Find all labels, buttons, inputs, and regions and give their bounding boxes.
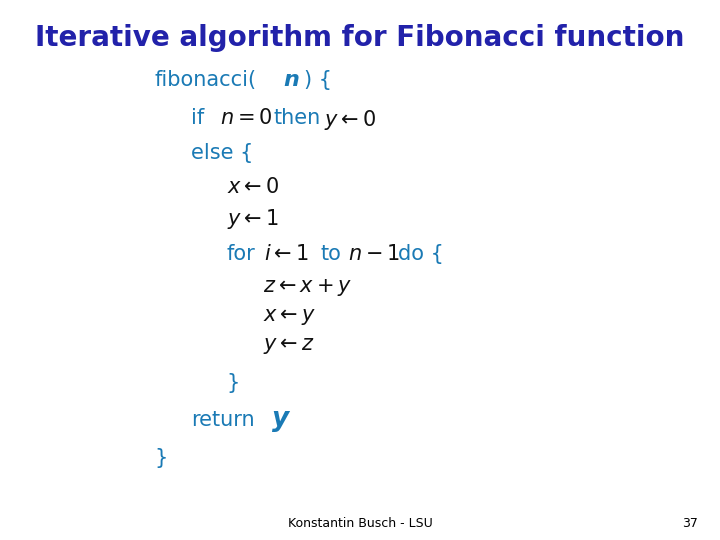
Text: if: if	[191, 108, 204, 128]
Text: $y \leftarrow 0$: $y \leftarrow 0$	[324, 108, 377, 132]
Text: $z \leftarrow x+y$: $z \leftarrow x+y$	[263, 277, 352, 298]
Text: fibonacci(: fibonacci(	[155, 70, 257, 90]
Text: for: for	[227, 244, 256, 264]
Text: $x \leftarrow y$: $x \leftarrow y$	[263, 307, 316, 327]
Text: $y \leftarrow z$: $y \leftarrow z$	[263, 336, 315, 356]
Text: $i \leftarrow 1$: $i \leftarrow 1$	[264, 244, 309, 264]
Text: do {: do {	[398, 244, 444, 264]
Text: }: }	[227, 373, 240, 393]
Text: to: to	[320, 244, 341, 264]
Text: return: return	[191, 410, 254, 430]
Text: then: then	[274, 108, 321, 128]
Text: 37: 37	[683, 517, 698, 530]
Text: $n=0$: $n=0$	[220, 108, 272, 128]
Text: $x \leftarrow 0$: $x \leftarrow 0$	[227, 177, 279, 197]
Text: $\boldsymbol{y}$: $\boldsymbol{y}$	[271, 408, 292, 434]
Text: }: }	[155, 448, 168, 468]
Text: $y \leftarrow 1$: $y \leftarrow 1$	[227, 207, 279, 231]
Text: $n-1$: $n-1$	[348, 244, 400, 264]
Text: $\boldsymbol{n}$: $\boldsymbol{n}$	[283, 70, 300, 90]
Text: else {: else {	[191, 143, 253, 163]
Text: ) {: ) {	[304, 70, 332, 90]
Text: Konstantin Busch - LSU: Konstantin Busch - LSU	[287, 517, 433, 530]
Text: Iterative algorithm for Fibonacci function: Iterative algorithm for Fibonacci functi…	[35, 24, 685, 52]
